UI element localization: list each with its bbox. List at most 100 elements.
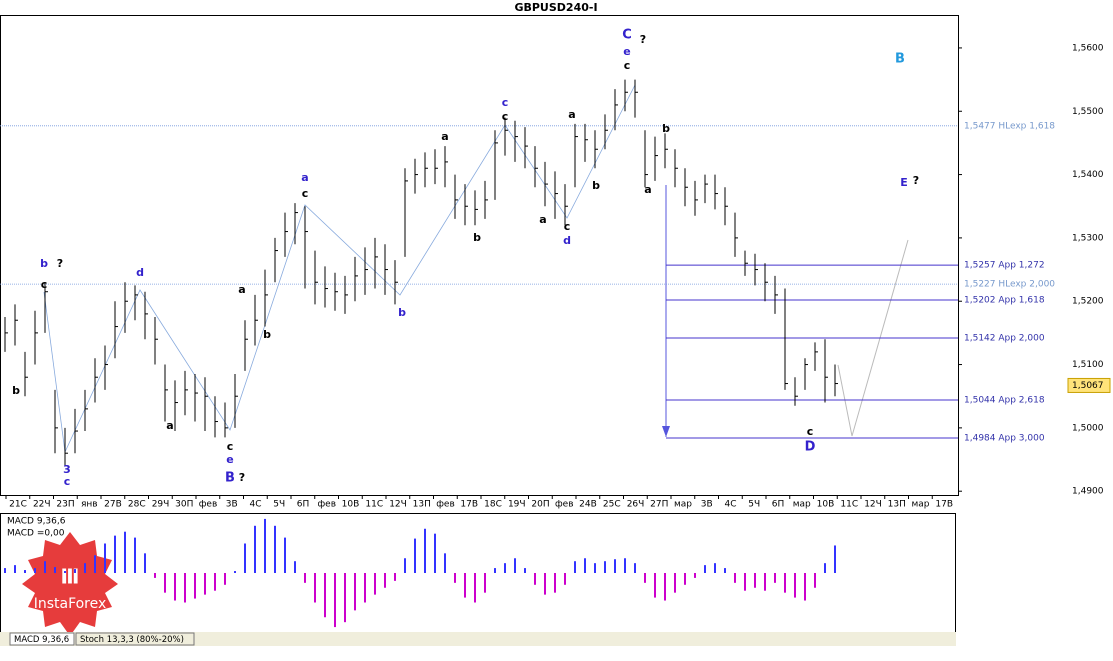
x-tick-label: фев	[317, 500, 336, 510]
x-tick-label: 6П	[297, 500, 310, 510]
wave-label: c	[564, 220, 571, 233]
wave-label: d	[136, 266, 144, 279]
wave-label: c	[302, 187, 309, 200]
wave-label: D	[805, 440, 816, 455]
x-tick-label: 28С	[128, 500, 146, 510]
wave-label: b	[12, 384, 20, 397]
logo-icon: Ⅲ	[61, 565, 80, 589]
tab[interactable]	[9, 632, 75, 646]
x-tick-label: 29Ч	[152, 500, 170, 510]
x-tick-label: фев	[436, 500, 455, 510]
x-tick-label: мар	[793, 500, 811, 510]
wave-label: c	[64, 475, 71, 488]
x-tick-label: 20П	[531, 500, 549, 510]
x-tick-label: 26Ч	[627, 500, 645, 510]
x-tick-label: 30П	[175, 500, 193, 510]
level-label: 1,5227 HLexp 2,000	[964, 280, 1055, 290]
wave-label: b	[592, 179, 600, 192]
wave-label: a	[166, 419, 173, 432]
current-price-label: 1,5067	[1072, 381, 1104, 391]
x-tick-label: 10В	[342, 500, 360, 510]
wave-label: B	[225, 471, 235, 486]
x-tick-label: фев	[199, 500, 218, 510]
wave-label: C	[622, 28, 632, 43]
x-tick-label: 27П	[650, 500, 668, 510]
level-label: 1,5142 App 2,000	[964, 333, 1045, 343]
x-tick-label: мар	[674, 500, 692, 510]
wave-label: c	[807, 425, 814, 438]
x-tick-label: 4С	[724, 500, 736, 510]
wave-label: ?	[640, 33, 646, 46]
tab-bar	[0, 632, 956, 646]
wave-label: c	[624, 59, 631, 72]
wave-label: a	[441, 130, 448, 143]
x-tick-label: мар	[911, 500, 929, 510]
x-tick-label: 27В	[104, 500, 122, 510]
x-tick-label: 4С	[249, 500, 261, 510]
x-tick-label: 17В	[935, 500, 953, 510]
wave-label: b	[398, 306, 406, 319]
wave-label: c	[227, 440, 234, 453]
y-tick-label: 1,4900	[1072, 487, 1104, 497]
macd-value: MACD =0,00	[7, 529, 65, 539]
x-tick-label: янв	[81, 500, 98, 510]
x-tick-label: фев	[555, 500, 574, 510]
wave-label: a	[568, 108, 575, 121]
x-tick-label: 5Ч	[273, 500, 285, 510]
x-tick-label: 5Ч	[748, 500, 760, 510]
y-tick-label: 1,5200	[1072, 297, 1104, 307]
x-tick-label: 17В	[460, 500, 478, 510]
wave-label: ?	[913, 174, 919, 187]
y-tick-label: 1,5300	[1072, 233, 1104, 243]
level-label: 1,5477 HLexp 1,618	[964, 121, 1055, 131]
x-tick-label: 25С	[603, 500, 621, 510]
measure-arrow	[662, 426, 670, 437]
level-label: 1,4984 App 3,000	[964, 434, 1045, 444]
logo-text: InstaForex	[34, 596, 107, 612]
wave-label: B	[895, 52, 905, 67]
x-tick-label: 10В	[817, 500, 835, 510]
x-tick-label: 13П	[413, 500, 431, 510]
tab[interactable]	[75, 632, 195, 646]
wave-label: ?	[57, 257, 63, 270]
y-tick-label: 1,5000	[1072, 423, 1104, 433]
x-tick-label: 13П	[888, 500, 906, 510]
wave-label: e	[623, 45, 630, 58]
y-tick-label: 1,5500	[1072, 107, 1104, 117]
wave-label: c	[502, 96, 509, 109]
x-tick-label: 3В	[226, 500, 238, 510]
wave-label: b	[473, 231, 481, 244]
price-frame	[0, 15, 959, 496]
level-label: 1,5044 App 2,618	[964, 396, 1045, 406]
x-tick-label: 11С	[365, 500, 383, 510]
wave-label: c	[502, 110, 509, 123]
projection-line	[837, 239, 909, 437]
wave-label: d	[563, 234, 571, 247]
wave-label: E	[900, 176, 908, 189]
x-tick-label: 19Ч	[508, 500, 526, 510]
level-label: 1,5257 App 1,272	[964, 261, 1045, 271]
current-price-box	[1067, 377, 1111, 393]
x-tick-label: 22Ч	[33, 500, 51, 510]
tab-label: MACD 9,36,6	[14, 635, 69, 645]
wave-label: a	[644, 183, 651, 196]
y-tick-label: 1,5600	[1072, 43, 1104, 53]
wave-label: b	[40, 257, 48, 270]
wave-label: ?	[239, 471, 245, 484]
wave-line	[43, 84, 636, 454]
wave-label: a	[539, 213, 546, 226]
level-label: 1,5202 App 1,618	[964, 295, 1045, 305]
wave-label: e	[226, 453, 233, 466]
wave-label: c	[41, 278, 48, 291]
y-tick-label: 1,5400	[1072, 170, 1104, 180]
x-tick-label: 18С	[484, 500, 502, 510]
x-tick-label: 21С	[9, 500, 27, 510]
x-tick-label: 24В	[579, 500, 597, 510]
wave-label: b	[263, 328, 271, 341]
y-tick-label: 1,5100	[1072, 360, 1104, 370]
x-tick-label: 12Ч	[864, 500, 882, 510]
x-tick-label: 6П	[772, 500, 785, 510]
macd-name: MACD 9,36,6	[7, 517, 66, 527]
